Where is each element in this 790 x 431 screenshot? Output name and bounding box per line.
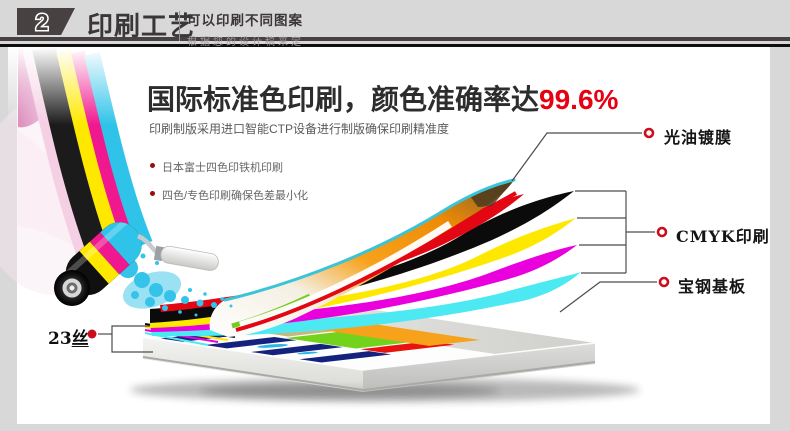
bullet-dot-icon [150, 191, 155, 196]
printed-top-sheet [209, 178, 517, 337]
headline-prefix: 国际标准色印刷，颜色准确率达 [147, 84, 540, 115]
callout-label-thickness: 23丝 [48, 324, 89, 349]
section-title: 印刷工艺 [87, 11, 196, 41]
badge-number-text: 2 [36, 9, 49, 35]
roller-handle-grip [153, 245, 219, 271]
header-rule-black [0, 43, 790, 47]
thickness-unit: 丝 [71, 329, 89, 349]
gloss-callout-marker [643, 127, 655, 139]
thickness-value: 23 [48, 329, 72, 349]
callout-label-cmyk-printing: CMYK印刷 [676, 227, 770, 246]
paint-roller-icon [54, 213, 219, 306]
substrate-callout-marker [658, 276, 670, 288]
section-number-badge: 2 [17, 8, 75, 35]
cmyk-ribbon [8, 45, 188, 257]
header-subtitle-main: 可以印刷不同图案 [187, 13, 303, 28]
bullet-text: 四色/专色印刷确保色差最小化 [162, 190, 309, 202]
badge-number-glyph: 2 [34, 8, 50, 35]
layer-black [150, 191, 574, 323]
header-divider [179, 11, 180, 41]
headline-highlight: 99.6% [539, 84, 619, 115]
callout-lines [98, 132, 657, 353]
feature-bullets: 日本富士四色印铁机印刷 四色/专色印刷确保色差最小化 [150, 159, 308, 215]
bullet-dot-icon [150, 163, 155, 168]
callout-markers [87, 127, 670, 339]
gloss-coating-edge [223, 178, 516, 302]
bullet-text: 日本富士四色印铁机印刷 [162, 162, 283, 174]
header-rule-dark [0, 37, 790, 41]
callout-label-steel-substrate: 宝钢基板 [678, 277, 747, 296]
headline: 国际标准色印刷，颜色准确率达99.6% [147, 78, 618, 118]
bullet-item: 四色/专色印刷确保色差最小化 [150, 187, 308, 203]
headline-description: 印刷制版采用进口智能CTP设备进行制版确保印刷精准度 [149, 122, 450, 136]
header-subtitle-block: 可以印刷不同图案 根据您的设计稿来定 [187, 9, 304, 48]
callout-label-gloss-coating: 光油镀膜 [664, 128, 733, 147]
cmyk-callout-marker [656, 226, 668, 238]
header-subtitle-sub: 根据您的设计稿来定 [187, 37, 304, 48]
paint-splatter [118, 253, 233, 317]
thickness-callout-dot [87, 329, 97, 339]
bullet-item: 日本富士四色印铁机印刷 [150, 159, 308, 175]
